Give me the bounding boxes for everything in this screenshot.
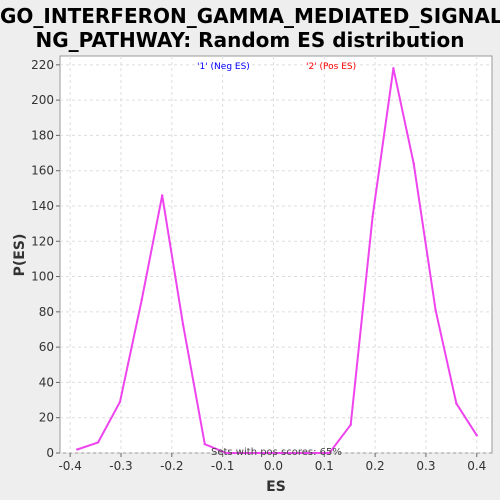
- y-tick-label: 0: [46, 446, 54, 460]
- x-tick-label: -0.2: [160, 459, 183, 473]
- data-point: [307, 451, 311, 455]
- x-tick-label: 0.4: [467, 459, 486, 473]
- x-tick-label: -0.3: [109, 459, 132, 473]
- data-point: [118, 400, 122, 404]
- y-tick-label: 160: [31, 164, 54, 178]
- data-point: [475, 434, 478, 437]
- data-point: [96, 441, 100, 444]
- data-point: [455, 402, 458, 405]
- data-point: [246, 451, 250, 455]
- x-tick-label: 0.1: [315, 459, 334, 473]
- plot-area: [59, 55, 493, 454]
- data-point: [412, 162, 415, 165]
- data-point: [140, 298, 144, 301]
- legend-pos-es: '2' (Pos ES): [306, 62, 356, 72]
- data-point: [181, 322, 185, 326]
- series-line: [76, 68, 478, 454]
- data-point: [76, 448, 79, 451]
- x-tick-label: -0.4: [58, 459, 81, 473]
- pos-scores-annotation: Sets with pos scores: 65%: [211, 447, 342, 458]
- chart-title-line-1: GO_INTERFERON_GAMMA_MEDIATED_SIGNALI: [0, 4, 500, 28]
- y-tick-label: 200: [31, 93, 54, 107]
- data-point: [267, 451, 270, 455]
- axis-ticks: 0 20 40 60 80 100 120 140 160 180 200 220 -0.4 -0.3 -0…: [31, 58, 486, 473]
- y-tick-label: 140: [31, 199, 54, 213]
- data-point: [434, 308, 437, 312]
- data-point: [287, 451, 290, 455]
- data-point: [349, 423, 352, 426]
- y-tick-label: 60: [39, 340, 54, 354]
- y-tick-label: 180: [31, 128, 54, 142]
- x-axis-label: ES: [266, 479, 286, 495]
- y-tick-label: 120: [31, 234, 54, 248]
- y-tick-label: 100: [31, 270, 54, 284]
- y-tick-label: 20: [39, 411, 54, 425]
- y-tick-label: 40: [39, 375, 54, 389]
- data-point: [392, 67, 395, 70]
- data-point: [224, 451, 228, 455]
- y-tick-label: 80: [39, 305, 54, 319]
- x-tick-label: 0.2: [366, 459, 385, 473]
- data-point: [328, 451, 331, 455]
- x-tick-label: -0.1: [211, 459, 234, 473]
- data-points: [76, 67, 478, 455]
- chart-title-line-2: NG_PATHWAY: Random ES distribution: [35, 28, 465, 52]
- data-point: [371, 215, 374, 218]
- data-point: [160, 194, 164, 197]
- y-axis-label: P(ES): [12, 234, 28, 277]
- x-tick-label: 0.3: [416, 459, 435, 473]
- y-tick-label: 220: [31, 58, 54, 72]
- x-tick-label: 0.0: [264, 459, 283, 473]
- data-point: [203, 442, 207, 446]
- legend-neg-es: '1' (Neg ES): [197, 62, 250, 72]
